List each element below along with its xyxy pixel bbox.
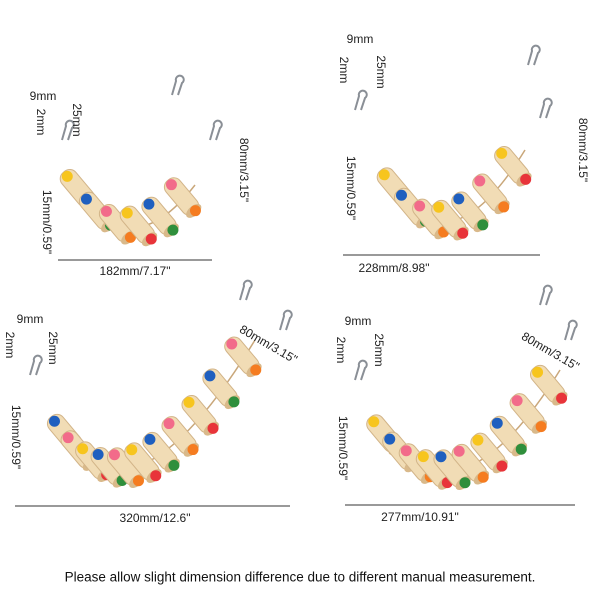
bead xyxy=(144,433,156,445)
bead xyxy=(163,418,175,430)
bead xyxy=(121,207,133,219)
bead xyxy=(511,395,523,407)
bead xyxy=(496,460,508,472)
thickness-label: 2mm xyxy=(3,332,17,359)
bead xyxy=(433,201,445,213)
bead xyxy=(80,193,92,205)
bead xyxy=(453,193,465,205)
rung-label: 15mm/0.59" xyxy=(336,416,350,480)
bead xyxy=(226,338,238,350)
footer-note: Please allow slight dimension difference… xyxy=(65,570,536,585)
bead xyxy=(395,189,407,201)
bead xyxy=(150,470,162,482)
bead xyxy=(435,451,447,463)
gap-label: 9mm xyxy=(345,314,372,328)
bead xyxy=(477,219,489,231)
hook xyxy=(539,284,553,306)
hook xyxy=(61,119,75,141)
bead xyxy=(378,169,390,181)
bead xyxy=(204,370,216,382)
bead xyxy=(168,459,180,471)
bead xyxy=(472,434,484,446)
bead xyxy=(62,432,74,444)
bead xyxy=(414,200,426,212)
bead xyxy=(132,475,144,487)
width-label: 228mm/8.98" xyxy=(359,261,430,275)
bead xyxy=(384,433,396,445)
bead xyxy=(498,201,510,213)
ladders xyxy=(29,44,578,490)
bead xyxy=(77,443,89,455)
hook xyxy=(279,309,293,331)
bead xyxy=(453,445,465,457)
bead xyxy=(165,179,177,191)
hook xyxy=(527,44,541,66)
bead xyxy=(457,227,469,239)
thickness-label: 2mm xyxy=(334,337,348,364)
hook xyxy=(29,354,43,376)
bead xyxy=(474,175,486,187)
bead xyxy=(124,231,136,243)
height-label: 25mm xyxy=(70,103,84,136)
bead xyxy=(515,443,527,455)
bead xyxy=(477,471,489,483)
bead xyxy=(126,444,138,456)
bead xyxy=(187,444,199,456)
bead xyxy=(459,477,471,489)
bead xyxy=(491,417,503,429)
bead xyxy=(228,396,240,408)
hook xyxy=(354,359,368,381)
thickness-label: 2mm xyxy=(34,109,48,136)
hook xyxy=(354,89,368,111)
bead xyxy=(143,198,155,210)
hook xyxy=(209,119,223,141)
bead xyxy=(207,422,219,434)
bead xyxy=(61,170,73,182)
gap-label: 9mm xyxy=(347,32,374,46)
rung-label: 15mm/0.59" xyxy=(344,156,358,220)
height-label: 25mm xyxy=(372,333,386,366)
hook xyxy=(171,74,185,96)
drop-label: 80mm/3.15" xyxy=(576,118,590,182)
gap-label: 9mm xyxy=(30,89,57,103)
thickness-label: 2mm xyxy=(337,57,351,84)
rung-label: 15mm/0.59" xyxy=(40,190,54,254)
rung-label: 15mm/0.59" xyxy=(9,405,23,469)
bead xyxy=(167,224,179,236)
height-label: 25mm xyxy=(46,331,60,364)
bead xyxy=(535,421,547,433)
bead xyxy=(183,396,195,408)
drop-label: 80mm/3.15" xyxy=(237,138,251,202)
bead xyxy=(189,205,201,217)
bead xyxy=(532,366,544,378)
bead xyxy=(417,451,429,463)
bead xyxy=(368,416,380,428)
bead xyxy=(145,233,157,245)
width-label: 182mm/7.17" xyxy=(100,264,171,278)
width-label: 277mm/10.91" xyxy=(381,510,459,524)
bead xyxy=(556,392,568,404)
bead xyxy=(108,449,120,461)
bead xyxy=(100,205,112,217)
bead xyxy=(520,173,532,185)
bead xyxy=(92,448,104,460)
gap-label: 9mm xyxy=(17,312,44,326)
bead xyxy=(400,445,412,457)
bead xyxy=(48,415,60,427)
hook xyxy=(564,319,578,341)
hook xyxy=(539,97,553,119)
height-label: 25mm xyxy=(374,55,388,88)
width-label: 320mm/12.6" xyxy=(120,511,191,525)
bead xyxy=(496,147,508,159)
bead xyxy=(250,364,262,376)
hook xyxy=(239,279,253,301)
